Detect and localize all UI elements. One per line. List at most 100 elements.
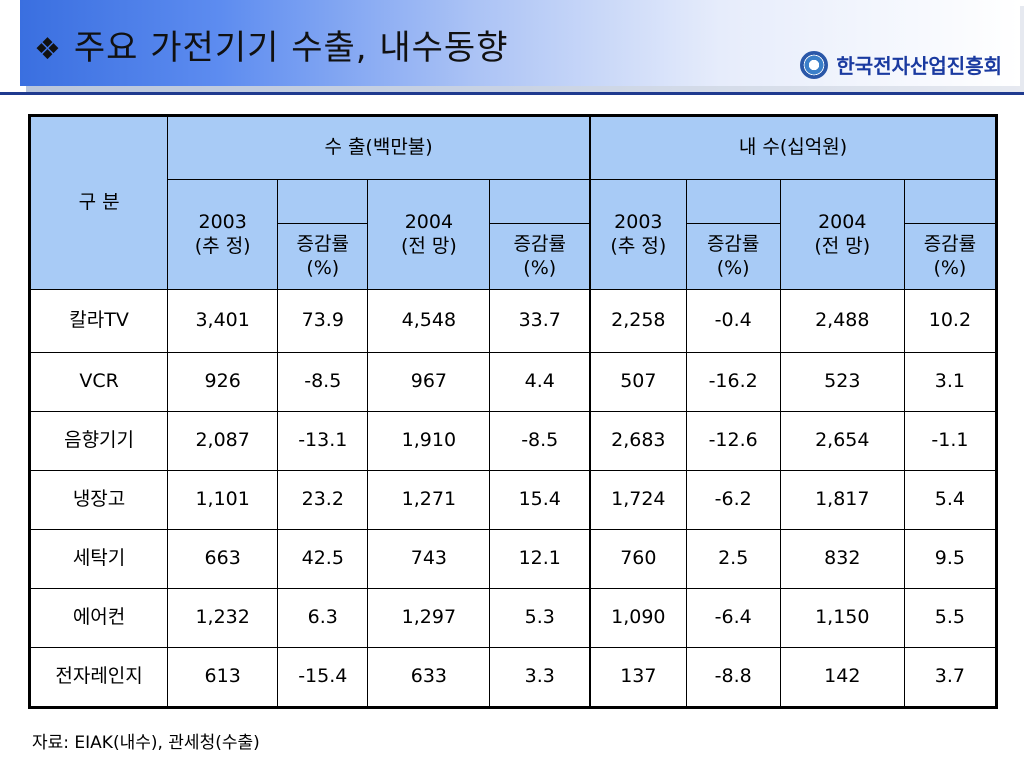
page-title-text: 주요 가전기기 수출, 내수동향: [73, 28, 509, 68]
table-cell: 1,101: [167, 470, 279, 530]
header-year: 2003: [198, 210, 247, 233]
table-cell: 142: [779, 647, 905, 708]
header-export-2003: 2003 (추 정): [167, 179, 279, 290]
table-row: 칼라TV 3,401 73.9 4,548 33.7 2,258 -0.4 2,488 10.2: [28, 289, 998, 353]
table-cell: 832: [779, 529, 905, 589]
header-growth-label: 증감률: [923, 232, 977, 255]
table-cell: 2,258: [589, 289, 687, 353]
table-cell: 23.2: [277, 470, 369, 530]
table-cell: 12.1: [489, 529, 591, 589]
title-banner: [20, 0, 1020, 86]
table-cell: 3,401: [167, 289, 279, 353]
row-label: 냉장고: [28, 470, 169, 530]
table-cell: -15.4: [277, 647, 369, 708]
table-cell: 1,724: [589, 470, 687, 530]
source-note: 자료: EIAK(내수), 관세청(수출): [32, 733, 260, 753]
table-cell: 5.4: [903, 470, 998, 530]
header-year-note: (추 정): [194, 234, 251, 257]
table-cell: 2,087: [167, 411, 279, 471]
table-cell: 15.4: [489, 470, 591, 530]
table-cell: 1,150: [779, 588, 905, 648]
table-cell: -8.8: [685, 647, 781, 708]
header-growth-label: 증감률: [706, 232, 760, 255]
table-cell: 743: [367, 529, 491, 589]
table-cell: -0.4: [685, 289, 781, 353]
table-cell: 1,297: [367, 588, 491, 648]
page-title: ❖ 주요 가전기기 수출, 내수동향: [34, 20, 509, 69]
header-growth-unit: (%): [523, 256, 557, 279]
table-cell: -6.2: [685, 470, 781, 530]
header-domestic-2003: 2003 (추 정): [589, 179, 687, 290]
table-cell: -12.6: [685, 411, 781, 471]
table-cell: 5.3: [489, 588, 591, 648]
table-cell: 33.7: [489, 289, 591, 353]
table-cell: 1,817: [779, 470, 905, 530]
header-export-growth-spacer-1: [277, 179, 369, 224]
table-cell: 613: [167, 647, 279, 708]
header-domestic-growth-1: 증감률 (%): [685, 223, 781, 290]
header-gubun: 구 분: [28, 115, 169, 290]
table-row: 냉장고 1,101 23.2 1,271 15.4 1,724 -6.2 1,817 5.4: [28, 470, 998, 530]
table-body: 칼라TV 3,401 73.9 4,548 33.7 2,258 -0.4 2,488 10.2…: [28, 289, 998, 708]
table-cell: -8.5: [489, 411, 591, 471]
row-label: 세탁기: [28, 529, 169, 589]
header-year-note: (추 정): [610, 234, 667, 257]
header-growth-label: 증감률: [513, 232, 566, 255]
header-domestic-2004: 2004 (전 망): [779, 179, 905, 290]
table-cell: 10.2: [903, 289, 998, 353]
table-cell: 42.5: [277, 529, 369, 589]
table-cell: 137: [589, 647, 687, 708]
header-year: 2004: [818, 210, 867, 233]
title-divider: [0, 92, 1024, 95]
header-growth-unit: (%): [716, 256, 750, 279]
header-domestic-growth-spacer-1: [685, 179, 781, 224]
table-cell: 4.4: [489, 352, 591, 412]
org-name: 한국전자산업진흥회: [836, 54, 1002, 78]
header-domestic-group: 내 수(십억원): [589, 115, 998, 180]
table-cell: -1.1: [903, 411, 998, 471]
header-year-note: (전 망): [814, 234, 871, 257]
table-cell: 1,090: [589, 588, 687, 648]
table-cell: 1,232: [167, 588, 279, 648]
header-year-note: (전 망): [400, 234, 457, 257]
table-cell: 3.7: [903, 647, 998, 708]
table-cell: 523: [779, 352, 905, 412]
table-cell: 633: [367, 647, 491, 708]
table-cell: 2.5: [685, 529, 781, 589]
table-cell: 3.3: [489, 647, 591, 708]
org-brand: 한국전자산업진흥회: [800, 50, 1002, 79]
table-cell: -16.2: [685, 352, 781, 412]
table-cell: -8.5: [277, 352, 369, 412]
table-cell: 1,910: [367, 411, 491, 471]
table-cell: 926: [167, 352, 279, 412]
row-label: 에어컨: [28, 588, 169, 648]
table-row: 에어컨 1,232 6.3 1,297 5.3 1,090 -6.4 1,150 5.5: [28, 588, 998, 648]
header-year: 2004: [404, 210, 454, 233]
table-row: VCR 926 -8.5 967 4.4 507 -16.2 523 3.1: [28, 352, 998, 412]
table-cell: 6.3: [277, 588, 369, 648]
header-year: 2003: [614, 210, 663, 233]
header-export-growth-1: 증감률 (%): [277, 223, 369, 290]
table-cell: 967: [367, 352, 491, 412]
table-cell: 4,548: [367, 289, 491, 353]
export-domestic-table: 구 분 수 출(백만불) 내 수(십억원) 2003 (추 정) 2004 (전…: [28, 114, 998, 709]
header-export-group: 수 출(백만불): [167, 115, 591, 180]
table-cell: 9.5: [903, 529, 998, 589]
table-row: 음향기기 2,087 -13.1 1,910 -8.5 2,683 -12.6 2,654 -1…: [28, 411, 998, 471]
header-export-growth-spacer-2: [489, 179, 591, 224]
diamond-bullet-icon: ❖: [34, 32, 62, 67]
header-growth-unit: (%): [933, 256, 967, 279]
header-growth-label: 증감률: [296, 232, 349, 255]
header-domestic-growth-spacer-2: [903, 179, 998, 224]
table-cell: 2,654: [779, 411, 905, 471]
table-cell: 5.5: [903, 588, 998, 648]
table-cell: 2,683: [589, 411, 687, 471]
table-cell: 3.1: [903, 352, 998, 412]
kea-logo-icon: [800, 50, 829, 79]
table-row: 전자레인지 613 -15.4 633 3.3 137 -8.8 142 3.7: [28, 647, 998, 708]
row-label: 전자레인지: [28, 647, 169, 708]
header-export-growth-2: 증감률 (%): [489, 223, 591, 290]
header-export-2004: 2004 (전 망): [367, 179, 491, 290]
row-label: 칼라TV: [28, 289, 169, 353]
